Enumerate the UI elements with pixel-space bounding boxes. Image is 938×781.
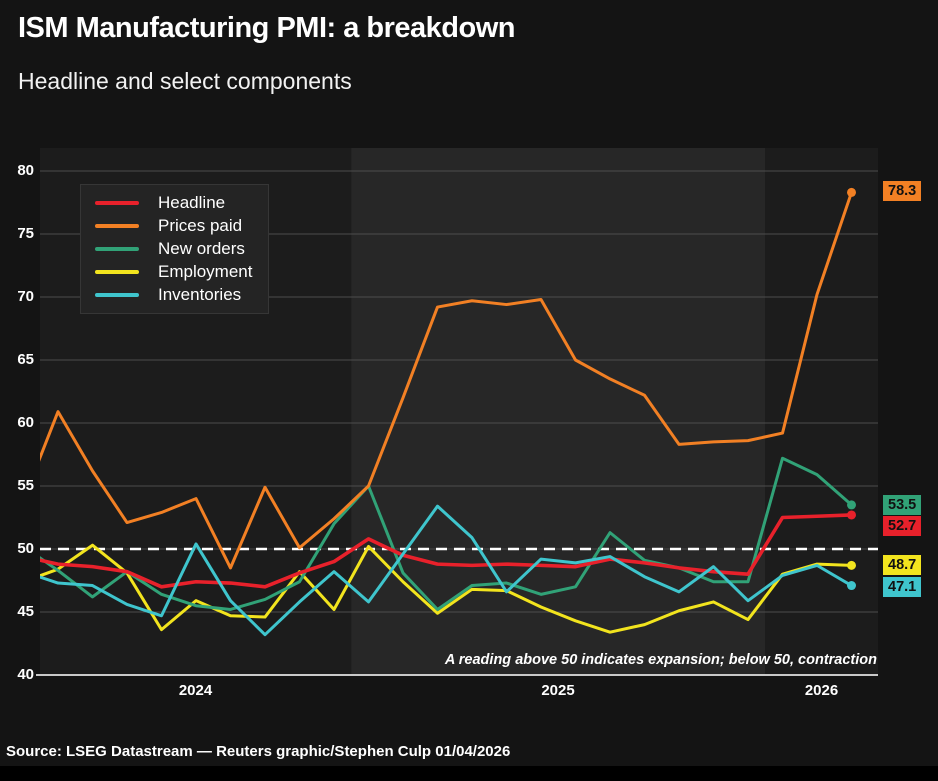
legend-item-inventories: Inventories (95, 284, 252, 306)
end-dot-prices_paid (847, 187, 856, 197)
annotation-note: A reading above 50 indicates expansion; … (444, 652, 877, 668)
end-dot-employment (847, 560, 856, 570)
legend-swatch-icon (95, 200, 139, 206)
legend-label: Prices paid (158, 216, 243, 235)
legend-swatch-icon (95, 269, 139, 275)
end-dot-new_orders (847, 500, 856, 510)
legend-label: Inventories (158, 285, 242, 304)
legend-label: Headline (158, 193, 226, 212)
end-dot-inventories (847, 581, 856, 591)
legend-item-new_orders: New orders (95, 238, 252, 260)
legend-swatch-icon (95, 223, 139, 229)
year-band (765, 148, 878, 675)
year-band (351, 148, 766, 675)
legend-label: Employment (158, 262, 253, 281)
end-dot-headline (847, 510, 856, 520)
legend-swatch-icon (95, 246, 139, 252)
legend-item-prices_paid: Prices paid (95, 215, 252, 237)
series-line-new_orders (40, 456, 853, 611)
bottom-border (0, 766, 938, 781)
legend: Headline Prices paid New orders Employment I… (80, 184, 270, 314)
legend-item-employment: Employment (95, 261, 252, 283)
series-line-headline (40, 513, 854, 589)
page-title: ISM Manufacturing PMI: a breakdown (18, 12, 516, 44)
page-subtitle: Headline and select components (18, 68, 352, 94)
source-line: Source: LSEG Datastream — Reuters graphi… (6, 743, 511, 760)
legend-item-headline: Headline (95, 192, 252, 214)
legend-label: New orders (158, 239, 245, 258)
series-line-employment (40, 543, 853, 634)
series-line-prices_paid (40, 190, 853, 570)
legend-swatch-icon (95, 292, 139, 298)
series-line-inventories (40, 504, 853, 637)
